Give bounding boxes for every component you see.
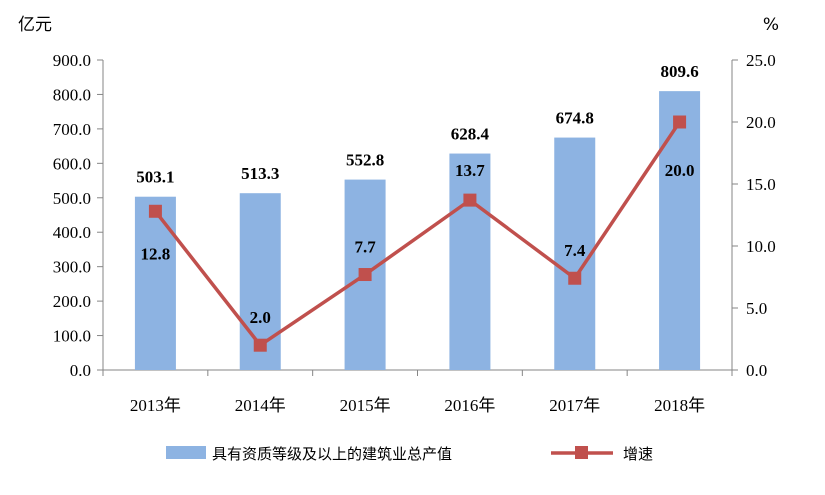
left-tick-label: 900.0 — [53, 51, 91, 70]
growth-marker — [358, 268, 372, 282]
growth-value-label: 12.8 — [141, 244, 171, 263]
legend-swatch-bar — [166, 446, 206, 459]
growth-line — [154, 121, 682, 347]
x-tick-label: 2016年 — [444, 396, 495, 415]
right-tick-label: 15.0 — [746, 175, 776, 194]
bar-value-label: 503.1 — [136, 168, 174, 187]
left-tick-label: 600.0 — [53, 154, 91, 173]
left-tick-label: 400.0 — [53, 223, 91, 242]
bars-layer — [134, 91, 701, 370]
growth-marker — [673, 115, 687, 129]
bar-value-label: 809.6 — [660, 62, 698, 81]
left-tick-label: 700.0 — [53, 120, 91, 139]
x-tick-label: 2018年 — [654, 396, 705, 415]
legend-marker-swatch — [575, 446, 588, 459]
right-tick-label: 20.0 — [746, 113, 776, 132]
x-tick-label: 2014年 — [235, 396, 286, 415]
bar-value-label: 674.8 — [556, 109, 594, 128]
left-axis-unit: 亿元 — [18, 15, 52, 35]
growth-value-label: 7.7 — [354, 238, 376, 257]
right-axis-unit: % — [763, 15, 779, 35]
growth-marker — [568, 271, 582, 285]
bar — [134, 196, 176, 370]
bar — [554, 137, 596, 370]
right-tick-label: 5.0 — [746, 299, 767, 318]
right-tick-label: 0.0 — [746, 361, 767, 380]
bar — [659, 91, 701, 370]
x-tick-label: 2013年 — [130, 396, 181, 415]
left-tick-label: 100.0 — [53, 327, 91, 346]
left-tick-label: 0.0 — [70, 361, 91, 380]
legend-label-bar: 具有资质等级及以上的建筑业总产值 — [212, 445, 452, 463]
growth-value-label: 2.0 — [250, 308, 271, 327]
right-tick-label: 10.0 — [746, 237, 776, 256]
line-layer — [148, 115, 687, 352]
right-tick-label: 25.0 — [746, 51, 776, 70]
growth-marker — [253, 338, 267, 352]
left-tick-label: 500.0 — [53, 189, 91, 208]
axes: 0.0 100.0 200.0 300.0 400.0 500.0 600.0 700.0 80… — [18, 15, 779, 415]
bar-value-label: 552.8 — [346, 151, 384, 170]
growth-value-label: 20.0 — [665, 161, 695, 180]
left-tick-label: 300.0 — [53, 258, 91, 277]
bar-value-label: 513.3 — [241, 164, 279, 183]
bar — [449, 153, 491, 370]
x-tick-label: 2015年 — [340, 396, 391, 415]
growth-value-label: 13.7 — [455, 161, 485, 180]
growth-marker — [463, 193, 477, 207]
legend: 具有资质等级及以上的建筑业总产值 增速 — [166, 445, 653, 463]
bar-value-label: 628.4 — [451, 125, 490, 144]
data-labels-layer: 503.1 513.3 552.8 628.4 674.8 809.6 12.8 2.0 7.7… — [136, 62, 698, 327]
x-tick-label: 2017年 — [549, 396, 600, 415]
legend-label-line: 增速 — [623, 445, 653, 463]
left-tick-label: 200.0 — [53, 292, 91, 311]
left-tick-label: 800.0 — [53, 85, 91, 104]
growth-marker — [148, 204, 162, 218]
growth-value-label: 7.4 — [564, 241, 586, 260]
